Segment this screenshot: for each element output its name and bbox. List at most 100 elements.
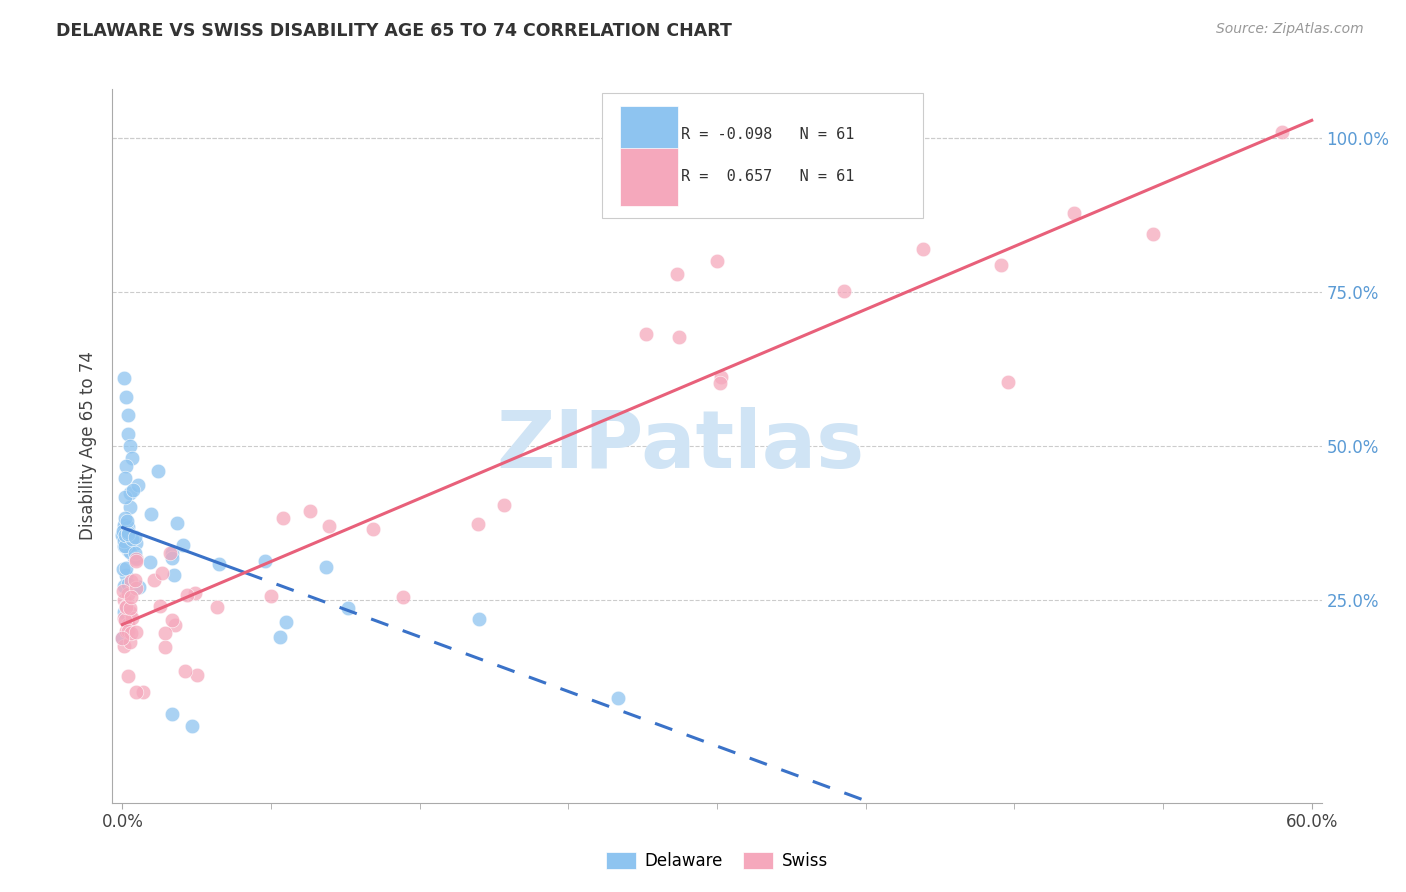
Point [271, 510, 294, 524]
Point [114, 510, 136, 524]
Point [315, 560, 337, 574]
Point [115, 390, 138, 404]
Point [121, 611, 143, 625]
Point [155, 640, 177, 655]
Point [1063, 206, 1085, 220]
Point [112, 371, 135, 385]
Point [115, 624, 138, 638]
Point [117, 526, 139, 541]
Point [710, 369, 733, 384]
Point [706, 254, 728, 268]
Point [112, 605, 135, 619]
Legend: Delaware, Swiss: Delaware, Swiss [600, 845, 834, 877]
Point [162, 546, 184, 560]
Point [111, 524, 134, 539]
Point [269, 630, 291, 644]
Point [492, 498, 515, 512]
Point [117, 624, 139, 639]
Point [832, 285, 855, 299]
Point [112, 521, 135, 535]
Point [117, 669, 139, 683]
Text: Source: ZipAtlas.com: Source: ZipAtlas.com [1216, 22, 1364, 37]
Point [125, 535, 148, 549]
Point [180, 719, 202, 733]
Point [166, 516, 188, 530]
Text: ZIPatlas: ZIPatlas [496, 407, 865, 485]
Point [120, 439, 142, 453]
Point [148, 464, 170, 478]
Point [274, 615, 297, 629]
Point [259, 589, 281, 603]
Point [111, 528, 134, 542]
Point [118, 500, 141, 514]
Point [111, 631, 134, 645]
Point [392, 591, 415, 605]
Point [114, 490, 136, 504]
Point [112, 539, 135, 553]
Point [184, 586, 207, 600]
Point [607, 691, 630, 706]
Point [111, 632, 134, 646]
Point [127, 477, 149, 491]
Point [155, 626, 177, 640]
Point [124, 573, 146, 587]
Point [114, 527, 136, 541]
Point [115, 458, 138, 473]
Point [125, 552, 148, 566]
Point [120, 486, 142, 500]
Point [997, 375, 1019, 389]
Point [318, 519, 340, 533]
FancyBboxPatch shape [602, 93, 922, 218]
Point [117, 617, 139, 632]
Point [112, 533, 135, 548]
Point [165, 618, 187, 632]
Point [112, 517, 135, 532]
Point [176, 588, 198, 602]
Point [467, 516, 489, 531]
Point [117, 577, 139, 591]
FancyBboxPatch shape [620, 105, 678, 162]
Text: R =  0.657   N = 61: R = 0.657 N = 61 [681, 169, 855, 185]
Point [117, 587, 139, 601]
Point [115, 561, 138, 575]
Point [912, 242, 935, 256]
Point [120, 574, 142, 588]
Point [159, 546, 181, 560]
Point [990, 258, 1012, 272]
Point [115, 514, 138, 528]
Point [468, 612, 491, 626]
Point [138, 555, 160, 569]
Point [149, 599, 172, 613]
Point [1142, 227, 1164, 241]
Point [160, 613, 183, 627]
Point [337, 600, 360, 615]
Point [160, 706, 183, 721]
Point [112, 639, 135, 653]
Point [112, 561, 135, 575]
Point [124, 625, 146, 640]
Point [668, 329, 690, 343]
Point [117, 543, 139, 558]
Point [121, 532, 143, 546]
Point [112, 579, 135, 593]
Point [120, 605, 142, 619]
Point [132, 685, 155, 699]
Point [112, 529, 135, 543]
Point [125, 581, 148, 595]
Point [124, 549, 146, 564]
Point [172, 538, 194, 552]
Point [118, 635, 141, 649]
Point [173, 665, 195, 679]
FancyBboxPatch shape [620, 148, 678, 205]
Point [117, 519, 139, 533]
Point [160, 550, 183, 565]
Point [118, 601, 141, 615]
Point [117, 525, 139, 540]
Point [118, 545, 141, 559]
Point [139, 508, 162, 522]
Point [121, 483, 143, 498]
Point [111, 584, 134, 599]
Point [124, 530, 146, 544]
Point [115, 599, 138, 614]
Point [117, 426, 139, 441]
